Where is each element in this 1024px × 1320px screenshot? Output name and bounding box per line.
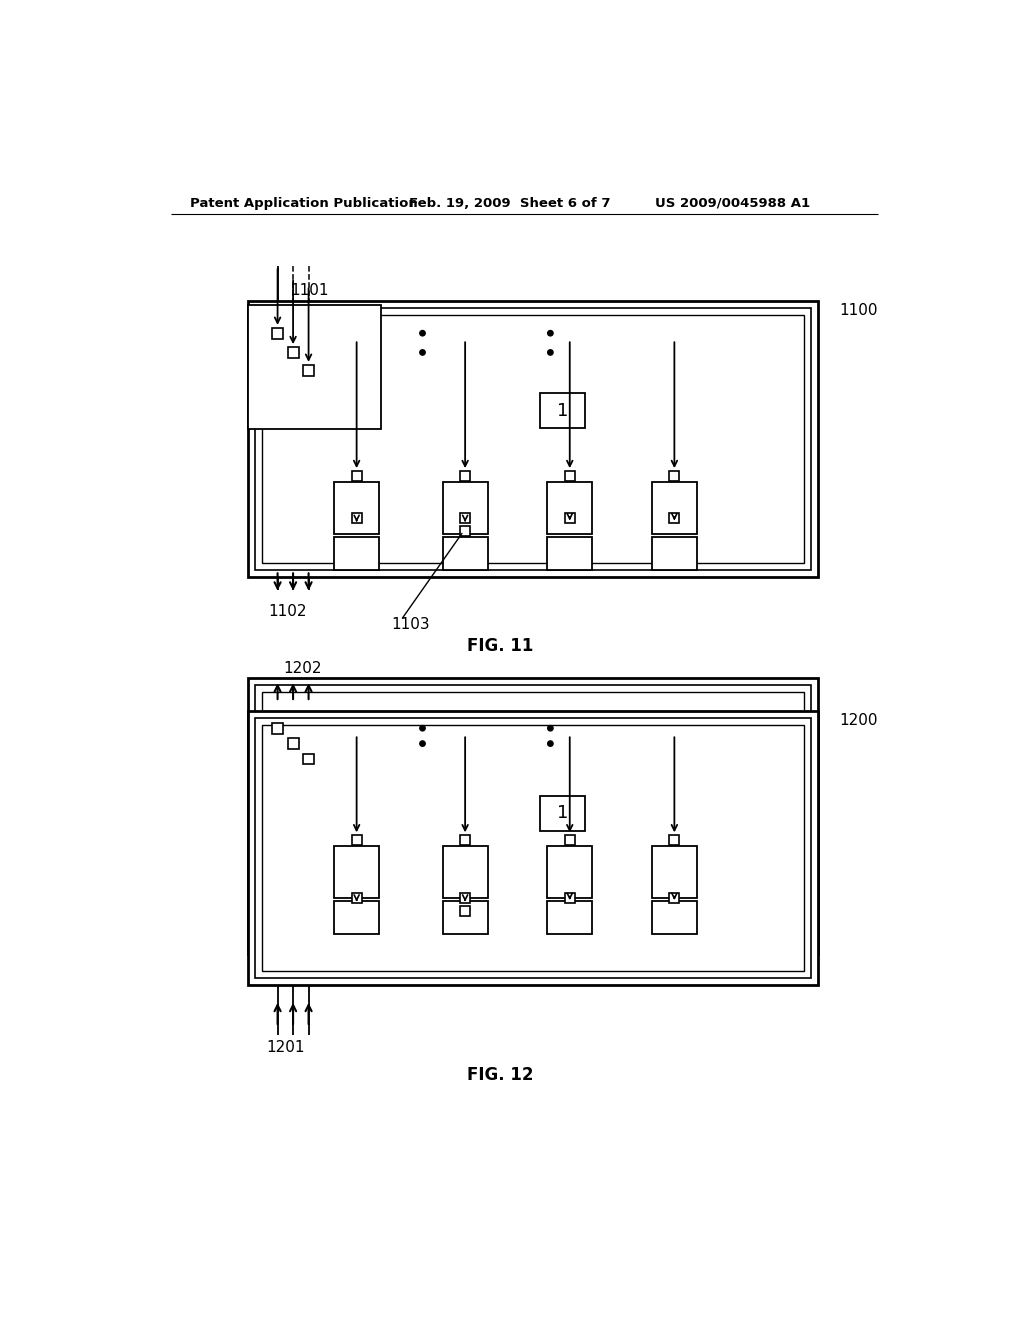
Bar	[460, 894, 470, 903]
Bar	[334, 846, 379, 899]
Bar	[442, 902, 487, 933]
Bar	[442, 537, 487, 570]
Text: 1102: 1102	[268, 603, 307, 619]
Circle shape	[420, 726, 425, 731]
Bar	[272, 327, 283, 339]
Bar	[460, 513, 470, 524]
Circle shape	[420, 330, 425, 335]
Text: Patent Application Publication: Patent Application Publication	[190, 197, 418, 210]
Bar	[262, 314, 804, 562]
Text: 1: 1	[557, 804, 568, 822]
Bar	[351, 513, 361, 524]
Bar	[564, 471, 574, 480]
Bar	[334, 482, 379, 535]
Bar	[670, 894, 679, 903]
Bar	[255, 718, 811, 978]
Bar	[564, 894, 574, 903]
Bar	[442, 846, 487, 899]
Bar	[541, 796, 586, 830]
Bar	[541, 393, 586, 428]
Bar	[547, 846, 592, 899]
Bar	[351, 894, 361, 903]
Bar	[303, 754, 314, 764]
Bar	[670, 836, 679, 845]
Bar	[460, 906, 470, 916]
Bar	[652, 902, 697, 933]
Bar	[564, 513, 574, 524]
Bar	[272, 723, 283, 734]
Bar	[547, 902, 592, 933]
Bar	[351, 471, 361, 480]
Bar	[351, 836, 361, 845]
Text: 1101: 1101	[291, 284, 330, 298]
Bar	[334, 902, 379, 933]
Bar	[288, 347, 299, 358]
Circle shape	[548, 741, 553, 746]
Circle shape	[548, 330, 553, 335]
Circle shape	[420, 350, 425, 355]
Bar	[652, 482, 697, 535]
Bar	[547, 482, 592, 535]
Text: 1103: 1103	[391, 616, 430, 632]
Bar	[255, 685, 811, 946]
Bar	[255, 308, 811, 570]
Bar	[303, 364, 314, 376]
Bar	[460, 527, 470, 536]
Text: 1: 1	[557, 401, 568, 420]
Circle shape	[548, 350, 553, 355]
Bar	[547, 537, 592, 570]
Bar	[248, 301, 818, 577]
Text: 1100: 1100	[840, 302, 878, 318]
Text: FIG. 11: FIG. 11	[467, 636, 534, 655]
Bar	[460, 836, 470, 845]
Bar	[248, 305, 381, 429]
Bar	[564, 836, 574, 845]
Text: 1202: 1202	[284, 660, 323, 676]
Bar	[670, 471, 679, 480]
Bar	[670, 513, 679, 524]
Bar	[288, 738, 299, 748]
Bar	[248, 678, 818, 954]
Bar	[334, 537, 379, 570]
Text: US 2009/0045988 A1: US 2009/0045988 A1	[655, 197, 810, 210]
Text: FIG. 12: FIG. 12	[467, 1067, 534, 1085]
Bar	[262, 692, 804, 940]
Text: Feb. 19, 2009  Sheet 6 of 7: Feb. 19, 2009 Sheet 6 of 7	[410, 197, 611, 210]
Bar	[460, 471, 470, 480]
Text: 1201: 1201	[266, 1040, 304, 1055]
Bar	[442, 482, 487, 535]
Bar	[652, 537, 697, 570]
Bar	[248, 711, 818, 985]
Bar	[652, 846, 697, 899]
Circle shape	[548, 726, 553, 731]
Bar	[262, 725, 804, 970]
Text: 1200: 1200	[840, 713, 878, 729]
Circle shape	[420, 741, 425, 746]
